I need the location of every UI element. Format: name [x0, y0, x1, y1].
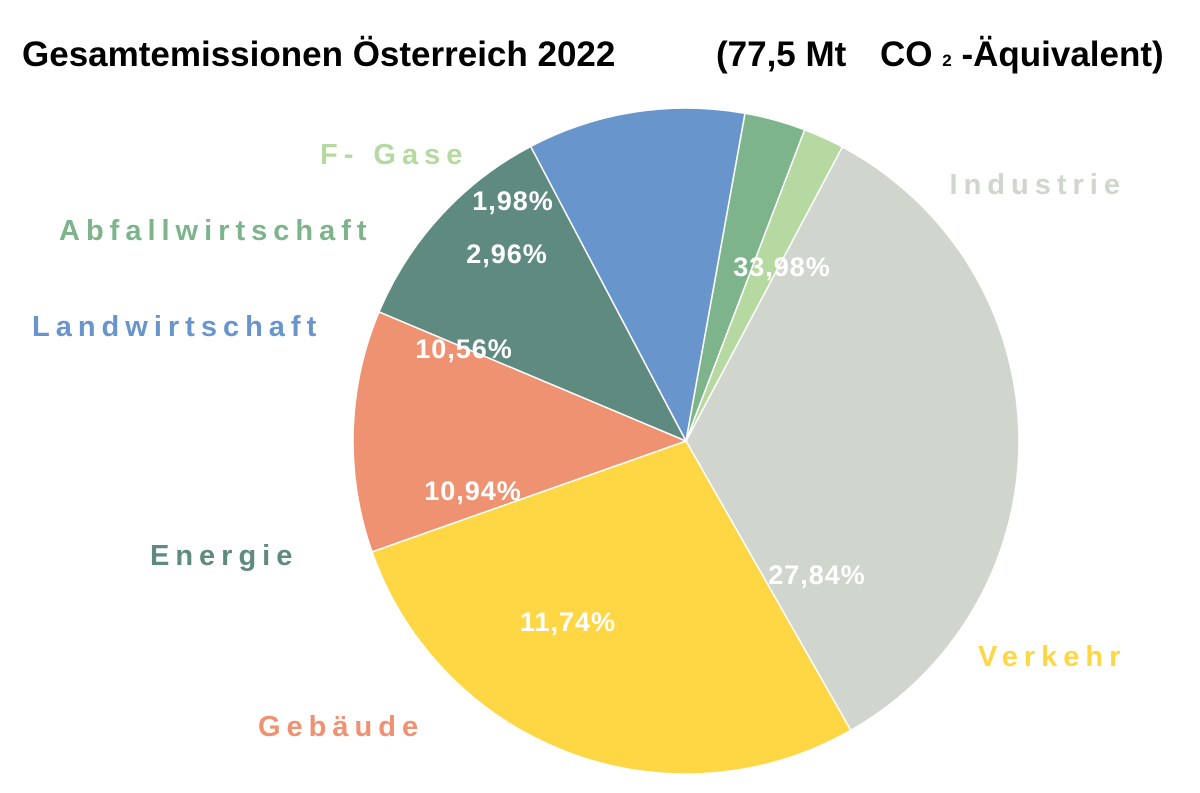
category-label-gebaeude: Gebäude: [258, 711, 424, 743]
pct-label-landwirtschaft: 10,56%: [415, 334, 513, 364]
category-label-industrie: Industrie: [950, 169, 1126, 201]
pct-label-gebaeude: 11,74%: [520, 607, 616, 637]
pie-slice-gebaeude: [352, 310, 689, 553]
pct-label-abfallwirtschaft: 2,96%: [466, 239, 548, 269]
chart-title-co: CO: [880, 35, 933, 74]
chart-title-main: Gesamtemissionen Österreich 2022: [22, 35, 615, 74]
pct-label-industrie: 33,98%: [733, 252, 831, 282]
percentage-labels: 33,98% 27,84% 11,74% 10,94% 10,56% 2,96% 1,98%: [415, 186, 866, 637]
pie-slice-verkehr: [371, 440, 852, 775]
pie-slices: [352, 107, 1020, 775]
pie-slice-f-gase: [685, 128, 844, 442]
pct-label-energie: 10,94%: [424, 476, 522, 506]
pie-slice-landwirtschaft: [529, 107, 746, 444]
pct-label-f-gase: 1,98%: [472, 186, 554, 216]
pie-slice-energie: [378, 145, 688, 443]
pie-slice-industrie: [685, 145, 1020, 732]
category-label-f-gase: F- Gase: [320, 139, 468, 171]
chart-title-rest: -Äquivalent): [961, 35, 1163, 74]
category-label-energie: Energie: [150, 540, 298, 572]
category-label-abfallwirtschaft: Abfallwirtschaft: [59, 215, 373, 247]
category-label-landwirtschaft: Landwirtschaft: [32, 311, 322, 343]
category-label-verkehr: Verkehr: [978, 641, 1126, 673]
category-labels: Industrie Verkehr Gebäude Energie Landwirtsc…: [32, 139, 1126, 743]
chart-title: Gesamtemissionen Österreich 2022 (77,5 M…: [22, 35, 1164, 74]
pct-label-verkehr: 27,84%: [768, 560, 866, 590]
chart-title-open: (77,5 Mt: [716, 35, 847, 74]
chart-title-subscript: 2: [942, 51, 951, 70]
